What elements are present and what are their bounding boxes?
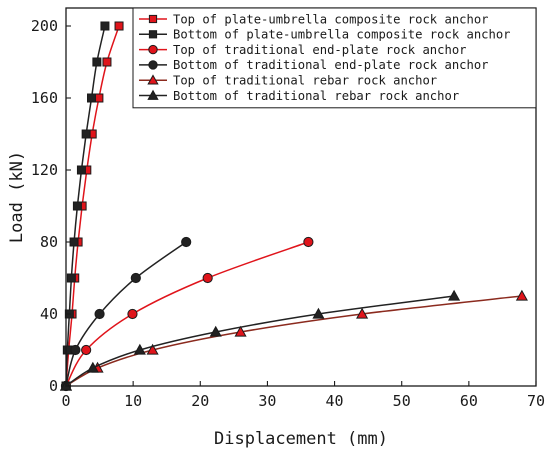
legend: Top of plate-umbrella composite rock anc…	[132, 7, 537, 109]
legend-label: Bottom of plate-umbrella composite rock …	[173, 28, 511, 42]
legend-item: Bottom of traditional rebar rock anchor	[139, 89, 459, 103]
data-point	[81, 129, 91, 139]
y-tick-label: 80	[40, 233, 58, 251]
legend-item: Top of traditional end-plate rock anchor	[139, 43, 467, 57]
data-point	[100, 21, 110, 31]
data-point	[69, 237, 79, 247]
y-tick-label: 40	[40, 305, 58, 323]
x-tick-label: 60	[460, 392, 478, 410]
legend-marker	[148, 30, 158, 39]
legend-marker	[147, 74, 159, 85]
y-axis-title: Load (kN)	[7, 151, 27, 243]
series-line	[65, 241, 309, 387]
data-point	[86, 361, 99, 373]
data-point	[515, 289, 528, 301]
data-point	[356, 307, 369, 319]
x-tick-label: 70	[527, 392, 545, 410]
series-layer	[59, 21, 528, 392]
y-tick-label: 120	[31, 161, 58, 179]
data-point	[202, 272, 213, 284]
y-tick-label: 160	[31, 89, 58, 107]
data-point	[102, 57, 112, 67]
data-point	[130, 272, 141, 284]
data-point	[312, 307, 325, 319]
legend-marker	[147, 89, 159, 100]
data-point	[146, 343, 159, 355]
data-point	[81, 344, 92, 356]
legend-item: Top of plate-umbrella composite rock anc…	[139, 12, 489, 26]
legend-box	[132, 7, 537, 109]
data-point	[234, 325, 247, 337]
data-point	[127, 308, 138, 320]
y-tick-label: 0	[49, 377, 58, 395]
legend-label: Top of traditional rebar rock anchor	[173, 74, 437, 88]
data-point	[62, 345, 72, 355]
y-tick-label: 200	[31, 17, 58, 35]
legend-item: Bottom of plate-umbrella composite rock …	[139, 28, 511, 42]
data-point	[448, 289, 461, 301]
x-axis-title: Displacement (mm)	[214, 429, 388, 449]
legend-label: Bottom of traditional end-plate rock anc…	[173, 58, 489, 72]
data-point	[94, 93, 104, 103]
data-point	[76, 165, 86, 175]
x-tick-label: 30	[258, 392, 276, 410]
data-point	[72, 201, 82, 211]
legend-marker	[148, 60, 158, 70]
legend-label: Bottom of traditional rebar rock anchor	[173, 89, 459, 103]
x-tick-label: 50	[393, 392, 411, 410]
legend-marker	[148, 14, 158, 24]
legend-item: Bottom of traditional end-plate rock anc…	[139, 58, 489, 72]
data-point	[66, 273, 76, 283]
ticks-layer: 0 10 20 30 40 50 60 70 0 40 80 120 160 200	[31, 17, 545, 410]
data-point	[114, 21, 124, 31]
legend-label: Top of traditional end-plate rock anchor	[173, 43, 467, 57]
data-point	[92, 57, 102, 67]
x-tick-label: 20	[191, 392, 209, 410]
x-tick-label: 40	[326, 392, 344, 410]
x-tick-label: 10	[124, 392, 142, 410]
data-point	[181, 236, 192, 248]
legend-item: Top of traditional rebar rock anchor	[139, 74, 437, 88]
series-5	[59, 289, 528, 391]
series-6	[59, 289, 461, 391]
data-point	[133, 343, 146, 355]
data-point	[303, 236, 314, 248]
data-point	[70, 344, 81, 356]
data-point	[209, 325, 222, 337]
legend-label: Top of plate-umbrella composite rock anc…	[173, 12, 489, 26]
legend-marker	[148, 44, 158, 55]
data-point	[94, 308, 105, 320]
data-point	[87, 93, 97, 103]
x-tick-label: 0	[61, 392, 70, 410]
